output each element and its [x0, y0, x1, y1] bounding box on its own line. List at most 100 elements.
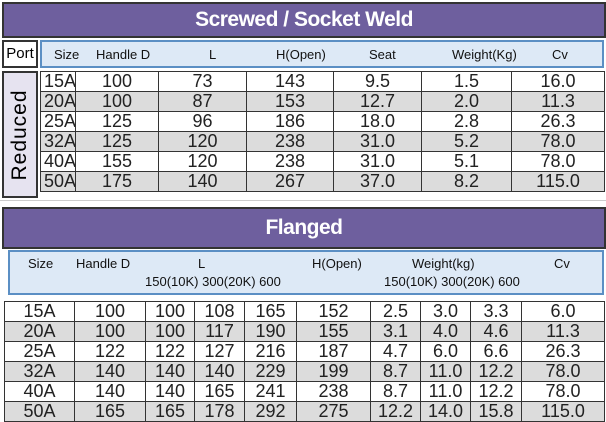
- value-cell: 241: [244, 381, 297, 402]
- table-row: 25A 125 96 186 18.0 2.8 26.3: [40, 111, 605, 132]
- header-handle-d: Handle D: [76, 256, 131, 271]
- value-cell: 12.2: [370, 401, 421, 422]
- value-cell: 186: [246, 111, 334, 132]
- value-cell: 155: [296, 321, 371, 342]
- table-row: 32A 140 140 140 229 199 8.7 11.0 12.2 78.0: [4, 361, 605, 382]
- screwed-table: 15A 100 73 143 9.5 1.5 16.0 20A 100 87 153 12.7 2.0 1…: [40, 71, 605, 192]
- divider: [0, 200, 606, 201]
- value-cell: 120: [158, 151, 247, 172]
- header-weight: Weight(Kg): [452, 47, 517, 62]
- table-row: 15A 100 73 143 9.5 1.5 16.0: [40, 71, 605, 92]
- value-cell: 4.7: [370, 341, 421, 362]
- value-cell: 229: [244, 361, 297, 382]
- value-cell: 8.7: [370, 361, 421, 382]
- header-size: Size: [28, 256, 54, 271]
- value-cell: 11.0: [420, 381, 471, 402]
- flanged-title: Flanged: [2, 207, 606, 249]
- value-cell: 5.1: [421, 151, 512, 172]
- header-handle-d: Handle D: [96, 47, 151, 62]
- table-row: 50A 165 165 178 292 275 12.2 14.0 15.8 115.0: [4, 401, 605, 422]
- value-cell: 115.0: [521, 401, 605, 422]
- header-cv: Cv: [554, 256, 570, 271]
- port-type-label: Reduced: [8, 88, 31, 181]
- value-cell: 31.0: [333, 131, 422, 152]
- value-cell: 140: [74, 381, 146, 402]
- value-cell: 2.0: [421, 91, 512, 112]
- screwed-title: Screwed / Socket Weld: [2, 2, 606, 38]
- value-cell: 18.0: [333, 111, 422, 132]
- size-cell: 20A: [4, 321, 75, 342]
- value-cell: 140: [74, 361, 146, 382]
- table-row: 15A 100 100 108 165 152 2.5 3.0 3.3 6.0: [4, 301, 605, 322]
- value-cell: 6.0: [420, 341, 471, 362]
- value-cell: 122: [145, 341, 195, 362]
- size-cell: 32A: [40, 131, 76, 152]
- value-cell: 100: [75, 71, 159, 92]
- value-cell: 3.1: [370, 321, 421, 342]
- header-weight-sub: 150(10K) 300(20K) 600: [384, 274, 520, 289]
- value-cell: 73: [158, 71, 247, 92]
- value-cell: 3.3: [470, 301, 522, 322]
- value-cell: 165: [194, 381, 245, 402]
- table-row: 20A 100 87 153 12.7 2.0 11.3: [40, 91, 605, 112]
- table-row: 40A 155 120 238 31.0 5.1 78.0: [40, 151, 605, 172]
- value-cell: 155: [75, 151, 159, 172]
- value-cell: 5.2: [421, 131, 512, 152]
- value-cell: 100: [145, 301, 195, 322]
- value-cell: 175: [75, 171, 159, 192]
- flanged-table: 15A 100 100 108 165 152 2.5 3.0 3.3 6.0 20A 100 100 1…: [4, 301, 605, 422]
- value-cell: 100: [74, 301, 146, 322]
- value-cell: 199: [296, 361, 371, 382]
- value-cell: 125: [75, 111, 159, 132]
- size-cell: 32A: [4, 361, 75, 382]
- value-cell: 14.0: [420, 401, 471, 422]
- size-cell: 25A: [40, 111, 76, 132]
- table-row: 40A 140 140 165 241 238 8.7 11.0 12.2 78.0: [4, 381, 605, 402]
- header-seat: Seat: [369, 47, 396, 62]
- size-cell: 40A: [4, 381, 75, 402]
- value-cell: 4.6: [470, 321, 522, 342]
- value-cell: 120: [158, 131, 247, 152]
- flanged-header: Size Handle D L 150(10K) 300(20K) 600 H(…: [8, 250, 604, 295]
- value-cell: 108: [194, 301, 245, 322]
- value-cell: 87: [158, 91, 247, 112]
- value-cell: 11.3: [511, 91, 605, 112]
- value-cell: 165: [145, 401, 195, 422]
- value-cell: 140: [194, 361, 245, 382]
- header-cv: Cv: [552, 47, 568, 62]
- value-cell: 6.6: [470, 341, 522, 362]
- value-cell: 140: [145, 381, 195, 402]
- size-cell: 15A: [4, 301, 75, 322]
- value-cell: 12.7: [333, 91, 422, 112]
- header-h-open: H(Open): [276, 47, 326, 62]
- header-l-sub: 150(10K) 300(20K) 600: [145, 274, 281, 289]
- size-cell: 15A: [40, 71, 76, 92]
- value-cell: 96: [158, 111, 247, 132]
- value-cell: 78.0: [511, 151, 605, 172]
- value-cell: 127: [194, 341, 245, 362]
- size-cell: 25A: [4, 341, 75, 362]
- header-l: L: [198, 256, 206, 271]
- value-cell: 238: [246, 151, 334, 172]
- value-cell: 78.0: [511, 131, 605, 152]
- port-header: Port: [2, 40, 38, 68]
- value-cell: 143: [246, 71, 334, 92]
- value-cell: 4.0: [420, 321, 471, 342]
- value-cell: 238: [296, 381, 371, 402]
- value-cell: 11.3: [521, 321, 605, 342]
- value-cell: 140: [158, 171, 247, 192]
- value-cell: 187: [296, 341, 371, 362]
- value-cell: 165: [74, 401, 146, 422]
- value-cell: 178: [194, 401, 245, 422]
- value-cell: 165: [244, 301, 297, 322]
- value-cell: 6.0: [521, 301, 605, 322]
- value-cell: 9.5: [333, 71, 422, 92]
- header-h-open: H(Open): [312, 256, 362, 271]
- value-cell: 78.0: [521, 361, 605, 382]
- value-cell: 3.0: [420, 301, 471, 322]
- value-cell: 37.0: [333, 171, 422, 192]
- value-cell: 153: [246, 91, 334, 112]
- value-cell: 2.8: [421, 111, 512, 132]
- value-cell: 125: [75, 131, 159, 152]
- size-cell: 50A: [40, 171, 76, 192]
